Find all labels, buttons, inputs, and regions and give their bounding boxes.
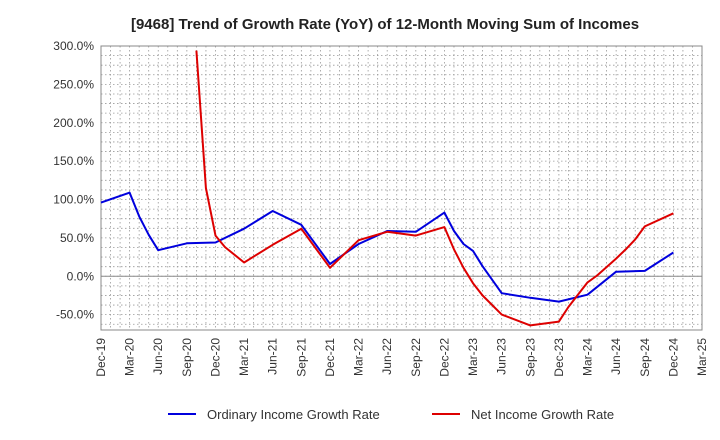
ordinary-income-series-line [100,191,674,303]
x-tick-label: Dec-20 [208,338,222,377]
x-tick-label: Dec-23 [552,338,566,377]
x-tick-label: Sep-22 [409,338,423,377]
y-axis: -50.0% 0.0% 50.0% 100.0% 150.0% 200.0% 250.0% 3… [53,39,94,322]
legend-label: Net Income Growth Rate [471,407,614,422]
x-tick-label: Mar-22 [352,338,366,376]
grid-lines [101,46,702,330]
x-tick-label: Sep-23 [523,338,537,377]
x-tick-label: Mar-25 [695,338,709,376]
x-tick-label: Sep-21 [294,338,308,377]
x-tick-label: Jun-21 [266,338,280,375]
x-tick-label: Jun-23 [495,338,509,375]
x-tick-label: Mar-20 [123,338,137,376]
y-tick-label: 50.0% [60,231,94,245]
x-tick-label: Jun-24 [609,338,623,375]
y-tick-label: 250.0% [53,77,94,91]
x-tick-label: Dec-22 [437,338,451,377]
x-tick-label: Mar-23 [466,338,480,376]
series-layer [100,50,674,327]
x-tick-label: Mar-21 [237,338,251,376]
chart-title: [9468] Trend of Growth Rate (YoY) of 12-… [131,16,639,33]
legend-label: Ordinary Income Growth Rate [207,407,380,422]
x-tick-label: Sep-20 [180,338,194,377]
y-tick-label: 300.0% [53,39,94,53]
y-tick-label: 150.0% [53,154,94,168]
x-tick-label: Jun-20 [151,338,165,375]
legend: Ordinary Income Growth Rate Net Income Gr… [168,407,614,422]
net-income-series-line [195,50,674,327]
y-tick-label: 0.0% [67,269,95,283]
y-tick-label: 200.0% [53,116,94,130]
x-axis: Dec-19 Mar-20 Jun-20 Sep-20 Dec-20 Mar-21 Jun-… [94,338,709,377]
x-tick-label: Jun-22 [380,338,394,375]
plot-frame [100,45,703,331]
y-tick-label: 100.0% [53,193,94,207]
x-tick-label: Dec-24 [666,338,680,377]
x-tick-label: Sep-24 [638,338,652,377]
x-tick-label: Dec-21 [323,338,337,377]
y-tick-label: -50.0% [56,308,94,322]
x-tick-label: Dec-19 [94,338,108,377]
x-tick-label: Mar-24 [581,338,595,376]
